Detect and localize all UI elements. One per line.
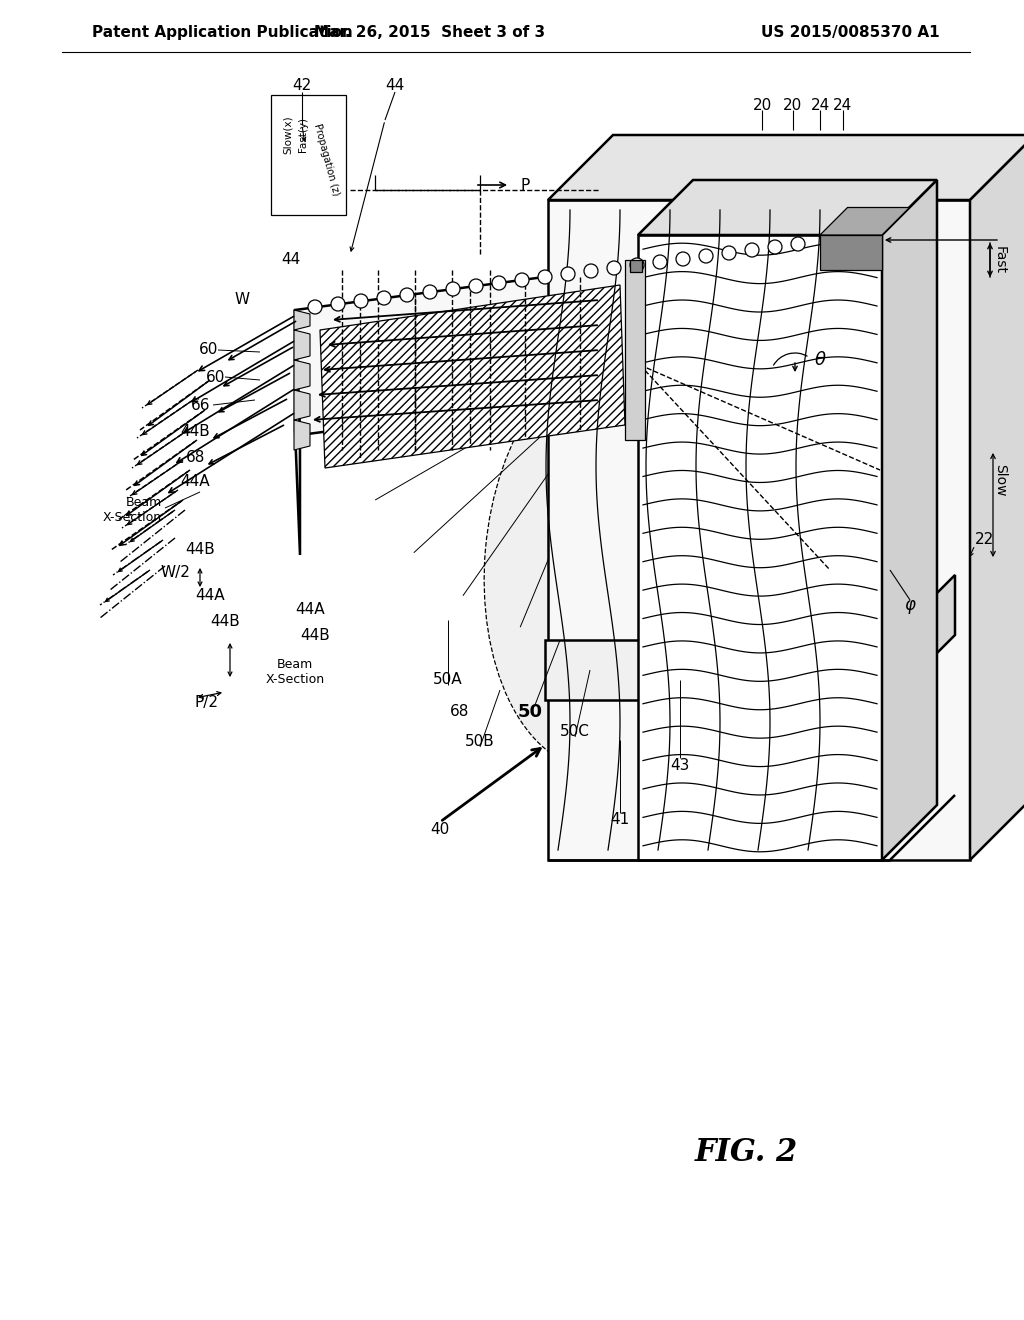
Text: Patent Application Publication: Patent Application Publication xyxy=(92,25,352,40)
Polygon shape xyxy=(295,265,640,436)
Circle shape xyxy=(699,249,713,263)
Text: 43: 43 xyxy=(671,758,690,772)
Bar xyxy=(270,95,345,215)
Text: 44B: 44B xyxy=(185,543,215,557)
Circle shape xyxy=(791,238,805,251)
Circle shape xyxy=(745,243,759,257)
Circle shape xyxy=(492,276,506,290)
Polygon shape xyxy=(890,576,955,700)
Circle shape xyxy=(377,290,391,305)
Polygon shape xyxy=(294,310,310,330)
Text: W/2: W/2 xyxy=(160,565,190,579)
Circle shape xyxy=(515,273,529,286)
Text: 24: 24 xyxy=(810,98,829,112)
Polygon shape xyxy=(294,330,310,360)
Text: FIG. 2: FIG. 2 xyxy=(695,1137,799,1168)
Text: Propagation (z): Propagation (z) xyxy=(311,123,340,197)
Text: 44B: 44B xyxy=(210,615,240,630)
Text: 50: 50 xyxy=(517,704,543,721)
Polygon shape xyxy=(294,389,310,420)
Polygon shape xyxy=(638,180,937,235)
Text: Mar. 26, 2015  Sheet 3 of 3: Mar. 26, 2015 Sheet 3 of 3 xyxy=(314,25,546,40)
Polygon shape xyxy=(545,640,890,700)
Text: 44B: 44B xyxy=(180,425,210,440)
Polygon shape xyxy=(548,135,1024,201)
Circle shape xyxy=(768,240,782,253)
Polygon shape xyxy=(630,260,642,272)
Circle shape xyxy=(423,285,437,300)
Circle shape xyxy=(630,257,644,272)
Text: US 2015/0085370 A1: US 2015/0085370 A1 xyxy=(762,25,940,40)
Text: 66: 66 xyxy=(190,397,210,412)
Text: P/2: P/2 xyxy=(194,694,218,710)
Polygon shape xyxy=(625,260,645,440)
Text: 41: 41 xyxy=(610,813,630,828)
Text: 68: 68 xyxy=(185,450,205,466)
Text: 60: 60 xyxy=(199,342,218,358)
Text: 68: 68 xyxy=(451,705,470,719)
Polygon shape xyxy=(294,360,310,389)
Text: 44A: 44A xyxy=(196,587,225,602)
Text: Slow(x): Slow(x) xyxy=(283,116,293,154)
Polygon shape xyxy=(820,207,909,235)
Polygon shape xyxy=(319,285,625,469)
Text: 44: 44 xyxy=(281,252,300,268)
Circle shape xyxy=(607,261,621,275)
Text: Fast: Fast xyxy=(993,246,1007,275)
Polygon shape xyxy=(820,235,882,271)
Text: 44A: 44A xyxy=(180,474,210,490)
Circle shape xyxy=(446,282,460,296)
Circle shape xyxy=(653,255,667,269)
Text: 44B: 44B xyxy=(300,627,330,643)
Circle shape xyxy=(561,267,575,281)
Text: 20: 20 xyxy=(753,98,772,112)
Polygon shape xyxy=(295,310,300,554)
Text: 50A: 50A xyxy=(433,672,463,688)
Circle shape xyxy=(308,300,322,314)
Polygon shape xyxy=(638,235,882,861)
Polygon shape xyxy=(970,135,1024,861)
Text: 60: 60 xyxy=(206,370,225,384)
Text: 40: 40 xyxy=(430,822,450,837)
Text: 50B: 50B xyxy=(465,734,495,750)
Circle shape xyxy=(331,297,345,312)
Text: 42: 42 xyxy=(293,78,311,92)
Text: 50C: 50C xyxy=(560,725,590,739)
Text: 44: 44 xyxy=(385,78,404,92)
Circle shape xyxy=(676,252,690,267)
Text: 24: 24 xyxy=(834,98,853,112)
Circle shape xyxy=(722,246,736,260)
Circle shape xyxy=(400,288,414,302)
Text: 20: 20 xyxy=(783,98,803,112)
Text: Beam
X-Section: Beam X-Section xyxy=(265,657,325,686)
Polygon shape xyxy=(882,180,937,861)
Text: Slow: Slow xyxy=(993,463,1007,496)
Text: θ: θ xyxy=(814,351,825,370)
Circle shape xyxy=(354,294,368,308)
Text: P: P xyxy=(520,177,529,193)
Text: Beam
X-Section: Beam X-Section xyxy=(102,496,162,524)
Text: 22: 22 xyxy=(975,532,994,548)
Text: W: W xyxy=(234,293,250,308)
Ellipse shape xyxy=(484,351,736,770)
Text: φ: φ xyxy=(904,597,915,614)
Circle shape xyxy=(584,264,598,279)
Text: 44A: 44A xyxy=(295,602,325,618)
Circle shape xyxy=(469,279,483,293)
Polygon shape xyxy=(294,420,310,450)
Circle shape xyxy=(538,271,552,284)
Text: Fast(y): Fast(y) xyxy=(298,117,308,153)
Polygon shape xyxy=(548,201,970,861)
